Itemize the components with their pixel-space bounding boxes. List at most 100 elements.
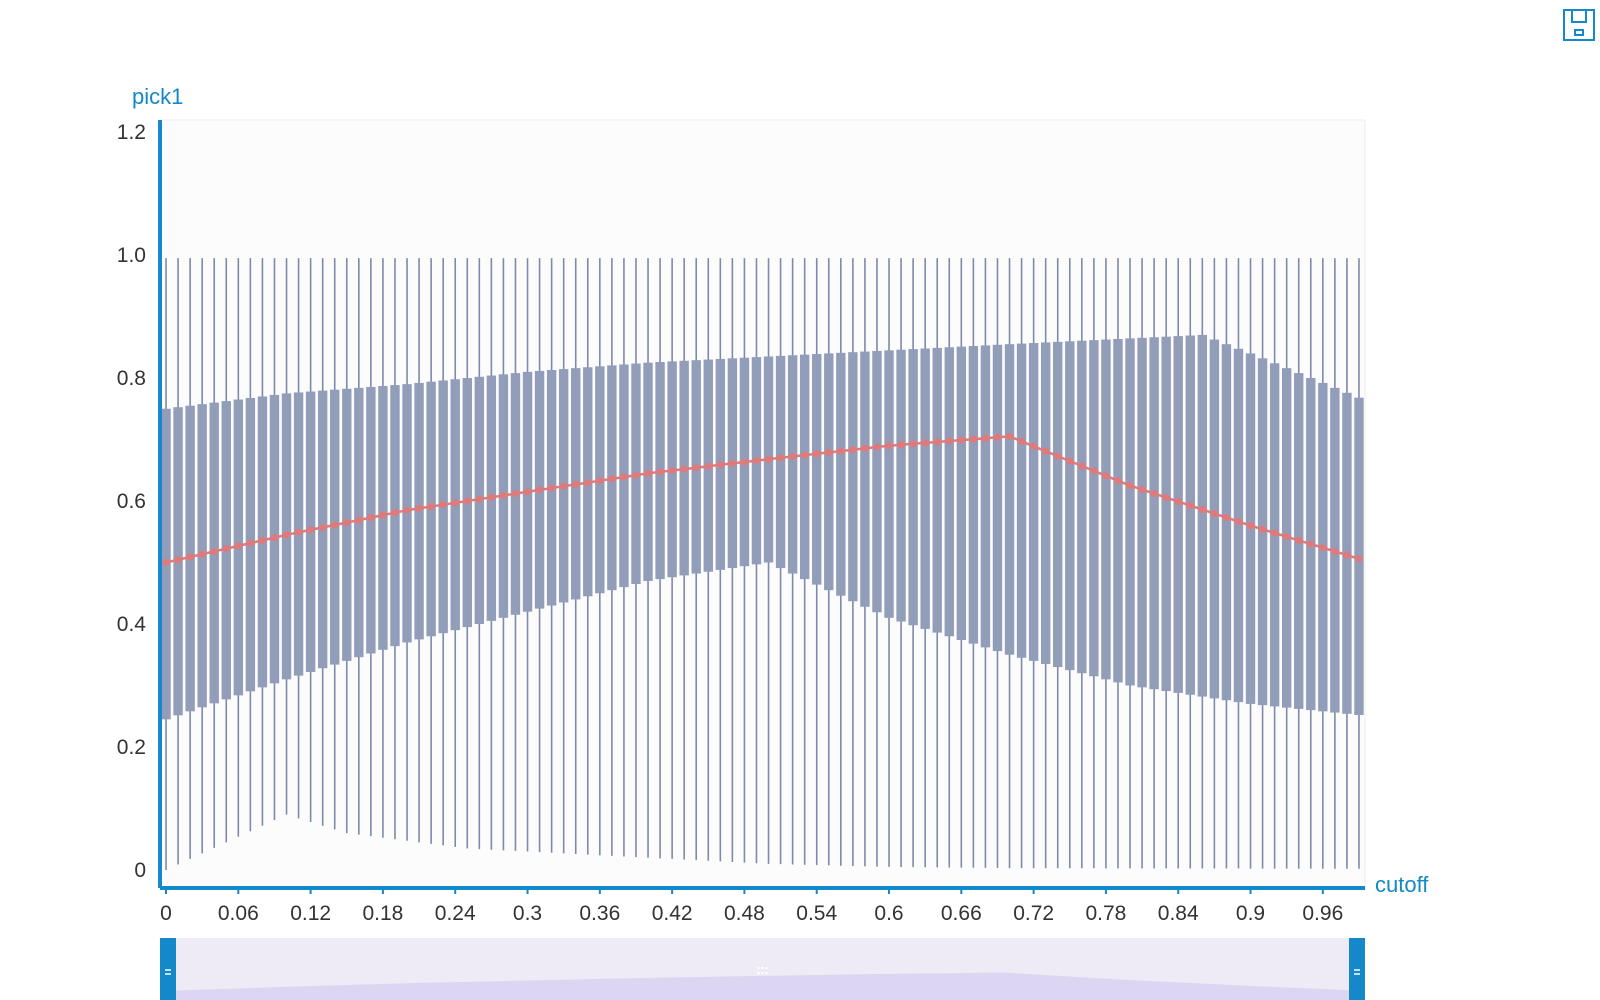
y-tick-label-6: 1.2 [117, 121, 146, 144]
mean-point-19 [391, 509, 399, 517]
zoom-move-dot-1-2 [765, 971, 768, 975]
x-tick-label-15: 0.9 [1236, 902, 1265, 925]
y-tick-label-3: 0.6 [117, 490, 146, 513]
box-60 [884, 350, 894, 618]
mean-point-93 [1283, 533, 1291, 541]
mean-point-25 [463, 497, 471, 505]
zoom-handle-right[interactable] [1349, 938, 1365, 1000]
x-tick-label-12: 0.72 [1013, 902, 1054, 925]
x-tick-label-16: 0.96 [1302, 902, 1343, 925]
mean-point-38 [620, 473, 628, 481]
box-70 [1004, 344, 1015, 655]
mean-point-99 [1355, 555, 1363, 563]
box-87 [1209, 339, 1220, 699]
mean-point-76 [1078, 462, 1086, 470]
mean-point-53 [801, 451, 809, 459]
mean-point-94 [1295, 536, 1303, 544]
mean-point-96 [1319, 544, 1327, 552]
box-54 [812, 354, 822, 585]
save-icon [1563, 9, 1595, 41]
y-tick-label-1: 0.2 [117, 736, 146, 759]
x-tick-label-3: 0.18 [362, 902, 403, 925]
mean-point-2 [186, 553, 194, 561]
box-58 [860, 351, 870, 607]
mean-point-90 [1246, 522, 1255, 530]
box-76 [1077, 340, 1087, 674]
mean-point-40 [644, 469, 652, 477]
mean-point-16 [355, 516, 363, 524]
box-59 [872, 350, 882, 613]
x-tick-label-10: 0.6 [874, 902, 903, 925]
mean-point-67 [969, 435, 977, 443]
mean-point-57 [849, 446, 857, 454]
box-82 [1149, 337, 1159, 690]
save-as-image-button[interactable] [1562, 8, 1598, 44]
mean-point-49 [752, 456, 761, 465]
mean-point-28 [499, 491, 508, 500]
mean-point-24 [451, 499, 459, 507]
y-tick-labels: 0 0.2 0.4 0.6 0.8 1.0 1.2 [117, 121, 147, 882]
mean-point-83 [1162, 494, 1170, 502]
mean-point-37 [608, 475, 616, 483]
mean-point-39 [632, 471, 640, 479]
mean-point-95 [1307, 540, 1315, 548]
mean-point-43 [680, 465, 688, 473]
y-tick-label-0: 0 [134, 859, 146, 882]
zoom-move-dot-0-0 [757, 966, 760, 970]
zoom-move-dot-1-1 [761, 971, 764, 975]
mean-point-14 [331, 521, 339, 529]
x-tick-label-13: 0.78 [1085, 902, 1126, 925]
zoom-move-dot-0-2 [765, 966, 768, 970]
x-tick-label-11: 0.66 [941, 902, 982, 925]
mean-point-98 [1343, 551, 1351, 559]
mean-point-58 [861, 444, 869, 452]
box-72 [1028, 343, 1039, 661]
box-57 [848, 352, 858, 602]
mean-point-15 [343, 518, 351, 527]
box-71 [1016, 343, 1027, 658]
mean-point-23 [439, 501, 447, 509]
box-62 [908, 349, 918, 626]
box-86 [1197, 334, 1208, 697]
mean-point-12 [307, 526, 315, 534]
mean-point-89 [1234, 518, 1243, 526]
mean-line [165, 435, 1360, 564]
mean-point-84 [1174, 498, 1182, 506]
box-89 [1233, 348, 1244, 703]
data-zoom-slider[interactable] [160, 938, 1365, 1000]
box-56 [836, 352, 846, 596]
box-78 [1101, 339, 1111, 680]
mean-series [162, 432, 1363, 567]
mean-point-46 [716, 461, 724, 469]
mean-point-22 [427, 502, 435, 511]
y-tick-label-4: 0.8 [117, 367, 146, 390]
box-75 [1065, 341, 1075, 671]
mean-point-11 [294, 528, 303, 536]
x-tick-label-2: 0.12 [290, 902, 331, 925]
box-83 [1161, 336, 1171, 692]
mean-point-20 [403, 506, 411, 514]
mean-point-27 [487, 493, 495, 501]
mean-point-65 [945, 437, 953, 445]
zoom-handle-left[interactable] [160, 938, 176, 1000]
mean-point-47 [728, 459, 736, 468]
x-tick-label-9: 0.54 [796, 902, 837, 925]
mean-point-32 [548, 484, 556, 492]
box-53 [799, 354, 810, 580]
mean-point-88 [1222, 514, 1231, 522]
mean-point-86 [1198, 506, 1206, 514]
mean-point-52 [789, 452, 797, 461]
box-84 [1173, 336, 1183, 693]
mean-point-33 [560, 482, 568, 490]
box-69 [992, 344, 1003, 652]
box-52 [787, 355, 798, 574]
mean-point-66 [957, 436, 965, 444]
mean-point-35 [584, 478, 592, 487]
mean-point-80 [1126, 482, 1134, 490]
mean-point-59 [873, 443, 881, 451]
box-51 [775, 355, 786, 569]
mean-point-31 [535, 486, 544, 494]
mean-point-78 [1102, 472, 1110, 480]
box-80 [1125, 338, 1135, 686]
box-73 [1040, 342, 1051, 664]
